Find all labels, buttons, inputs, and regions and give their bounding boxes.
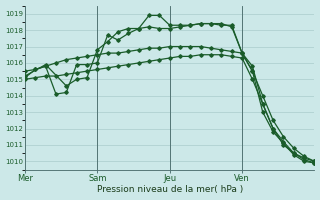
X-axis label: Pression niveau de la mer( hPa ): Pression niveau de la mer( hPa ) — [97, 185, 243, 194]
